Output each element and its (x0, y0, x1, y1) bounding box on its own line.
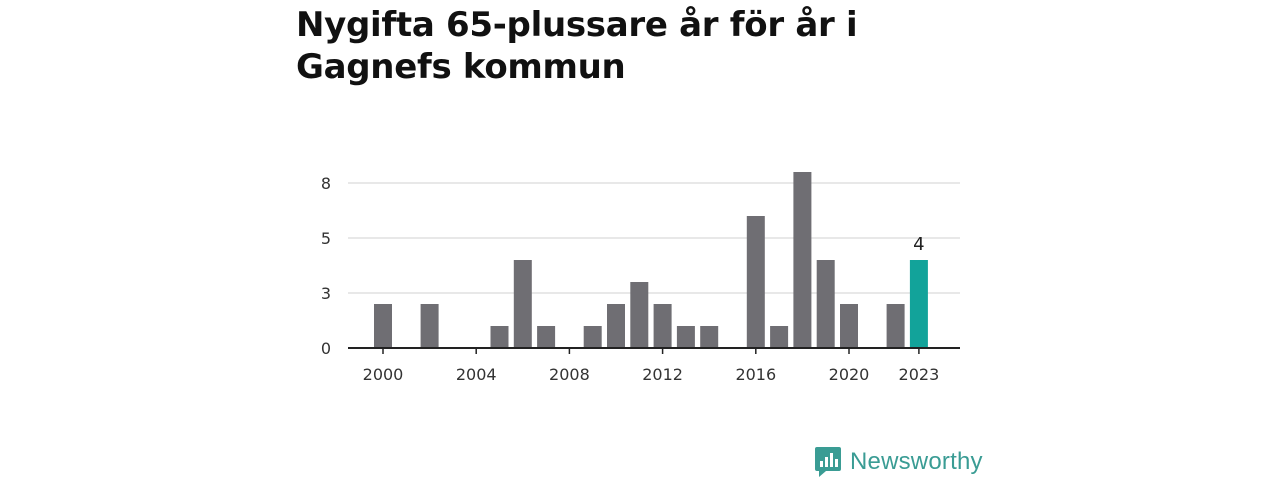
newsworthy-brand[interactable]: Newsworthy (814, 446, 983, 478)
bar-2013 (676, 326, 695, 348)
bar-2011 (630, 282, 649, 348)
bar-2022 (886, 304, 905, 348)
newsworthy-logo-icon (815, 447, 841, 477)
bar-2019 (816, 260, 835, 348)
bar-2006 (513, 260, 532, 348)
x-tick-label: 2023 (899, 365, 940, 384)
bar-highlight-2023 (909, 260, 928, 348)
bar-2016 (746, 216, 765, 348)
bar-2014 (700, 326, 719, 348)
y-tick-label: 8 (321, 174, 331, 193)
bar-2018 (793, 172, 812, 348)
bar-2002 (420, 304, 439, 348)
x-tick-label: 2020 (829, 365, 870, 384)
x-tick-label: 2004 (456, 365, 497, 384)
x-tick-label: 2016 (735, 365, 776, 384)
bar-2020 (840, 304, 858, 348)
bar-2007 (537, 326, 556, 348)
bar-2009 (583, 326, 602, 348)
y-tick-label: 0 (321, 339, 331, 358)
bar-2012 (653, 304, 672, 348)
y-tick-label: 5 (321, 229, 331, 248)
highlight-value-label: 4 (913, 234, 924, 255)
x-tick-label: 2008 (549, 365, 590, 384)
bar-2000 (374, 304, 392, 348)
x-tick-label: 2012 (642, 365, 683, 384)
brand-name: Newsworthy (850, 448, 983, 475)
x-tick-label: 2000 (363, 365, 404, 384)
chart-title: Nygifta 65-plussare år för år i Gagnefs … (296, 5, 858, 87)
bar-2005 (490, 326, 509, 348)
bar-2010 (607, 304, 625, 348)
bar-2017 (770, 326, 789, 348)
y-tick-label: 3 (321, 284, 331, 303)
